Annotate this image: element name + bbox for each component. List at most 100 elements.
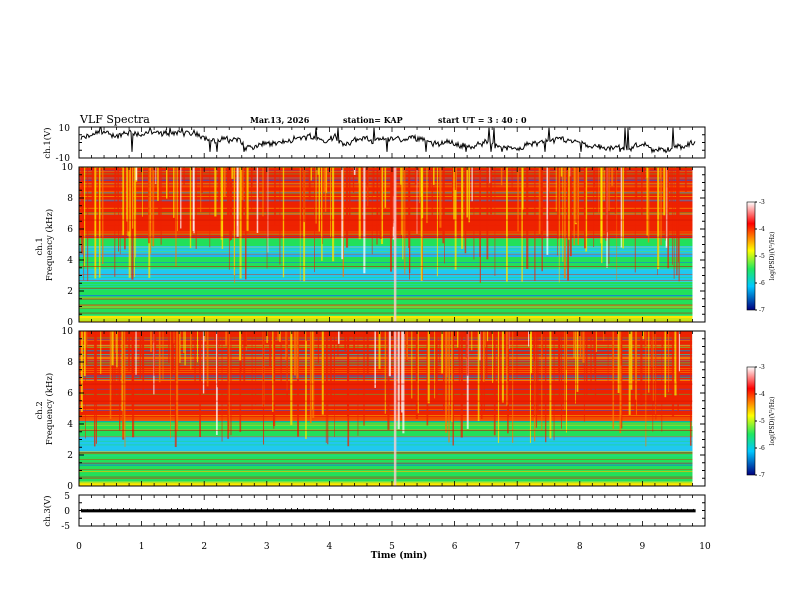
spectrogram-streak — [557, 167, 558, 256]
spectrogram-streak — [201, 167, 203, 194]
spectrogram-streak — [230, 331, 232, 436]
ch1-ytick-bottom: -10 — [56, 154, 71, 164]
colorbar-tick-label: -6 — [759, 445, 765, 452]
spectrogram-streak — [569, 167, 572, 257]
spectrogram-texture — [79, 404, 693, 406]
spectrogram-streak — [92, 167, 95, 206]
ch3-waveform-jitter — [219, 508, 220, 510]
spectrogram-texture — [79, 320, 693, 322]
spectrogram-streak — [533, 331, 535, 418]
spectrogram-texture — [79, 424, 693, 426]
spectrogram-streak — [458, 331, 460, 383]
ch3-waveform-jitter — [321, 509, 322, 510]
ch3-waveform-jitter — [369, 508, 370, 510]
spectrogram-streak — [405, 331, 408, 362]
y-tick-label: 4 — [67, 420, 73, 430]
spectrogram-texture — [79, 225, 693, 226]
spectrogram-streak — [347, 331, 350, 447]
spectrogram-streak — [206, 331, 209, 387]
spectrogram-streak — [154, 331, 157, 354]
y-tick-label: 6 — [67, 225, 73, 235]
ch2-spectrogram-image — [79, 331, 693, 486]
ch3-waveform-jitter — [603, 509, 604, 510]
spectrogram-streak — [366, 167, 369, 207]
ch3-waveform-jitter — [183, 508, 184, 510]
spectrogram-streak — [285, 331, 287, 360]
ch3-waveform-jitter — [141, 509, 142, 510]
ch3-waveform-jitter — [639, 508, 640, 510]
spectrogram-harmonic — [79, 298, 693, 300]
spectrogram-streak — [555, 167, 557, 212]
spectrogram-streak — [420, 167, 423, 197]
ch3-waveform-jitter — [327, 508, 328, 510]
spectrogram-harmonic — [79, 219, 693, 221]
spectrogram-streak — [521, 167, 523, 282]
spectrogram-streak — [452, 331, 454, 446]
ch3-waveform-jitter — [681, 508, 682, 510]
spectrogram-streak — [541, 331, 544, 358]
colorbar-label: log(PSD)(V²/Hz) — [769, 232, 776, 281]
spectrogram-streak — [170, 331, 173, 378]
ch3-waveform-jitter — [555, 508, 556, 510]
spectrogram-streak — [233, 167, 235, 275]
ch3-waveform-jitter — [429, 508, 430, 510]
spectrogram-streak — [490, 167, 492, 215]
spectrogram-streak — [660, 167, 662, 246]
spectrogram-streak — [352, 167, 355, 193]
spectrogram-streak — [677, 331, 679, 413]
ch3-waveform-jitter — [501, 508, 502, 510]
spectrogram-streak — [454, 167, 457, 270]
spectrogram-streak — [548, 167, 550, 221]
spectrogram-texture — [79, 268, 693, 270]
spectrogram-streak — [218, 167, 220, 206]
spectrogram-streak — [317, 331, 320, 364]
spectrogram-streak — [153, 331, 155, 376]
spectrogram-band — [79, 451, 693, 482]
spectrogram-texture — [79, 471, 693, 473]
spectrogram-streak — [162, 331, 164, 380]
spectrogram-streak — [642, 331, 645, 340]
spectrogram-streak — [246, 167, 249, 231]
spectrogram-harmonic — [79, 462, 693, 464]
spectrogram-texture — [79, 213, 693, 215]
spectrogram-streak — [183, 167, 185, 185]
ch3-waveform-jitter — [381, 508, 382, 510]
spectrogram-streak — [117, 167, 119, 212]
spectrogram-streak — [114, 167, 117, 199]
ch3-waveform-jitter — [165, 509, 166, 510]
spectrogram-streak — [676, 331, 679, 382]
colorbar-tick-label: -3 — [759, 199, 765, 206]
spectrogram-texture — [79, 409, 693, 410]
colorbar-tick-label: -4 — [759, 391, 765, 398]
spectrogram-streak — [102, 167, 104, 265]
ch1-spectrogram-image — [79, 167, 693, 322]
spectrogram-harmonic — [79, 236, 693, 238]
ch3-waveform-jitter — [543, 508, 544, 510]
spectrogram-texture — [79, 318, 693, 320]
spectrogram-streak — [165, 167, 168, 199]
ch3-waveform-jitter — [693, 508, 694, 510]
spectrogram-streak — [175, 167, 177, 267]
ch3-waveform-jitter — [303, 508, 304, 510]
spectrogram-streak — [444, 167, 445, 264]
spectrogram-streak — [501, 331, 504, 403]
spectrogram-streak — [209, 167, 211, 248]
spectrogram-streak — [94, 167, 97, 279]
spectrogram-streak — [274, 331, 276, 382]
spectrogram-texture — [79, 240, 693, 241]
ch3-waveform-jitter — [453, 508, 454, 510]
ch3-waveform-jitter — [591, 508, 592, 510]
spectrogram-streak — [582, 331, 585, 363]
y-tick-label: 10 — [62, 327, 74, 337]
ch3-waveform-jitter — [561, 508, 562, 510]
spectrogram-streak — [195, 167, 197, 249]
spectrogram-streak — [337, 331, 339, 357]
spectrogram-streak — [466, 167, 468, 218]
spectrogram-texture — [79, 250, 693, 252]
spectrogram-streak — [323, 167, 326, 193]
spectrogram-streak — [648, 331, 650, 393]
ch3-waveform-jitter — [399, 508, 400, 510]
spectrogram-streak — [665, 167, 667, 239]
spectrogram-streak — [598, 167, 600, 213]
spectrogram-streak — [661, 331, 664, 348]
